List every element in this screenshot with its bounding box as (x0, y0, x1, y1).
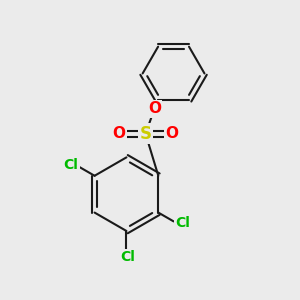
Text: O: O (166, 126, 178, 141)
Text: S: S (140, 125, 152, 143)
Text: Cl: Cl (175, 216, 190, 230)
Text: O: O (148, 101, 161, 116)
Text: Cl: Cl (64, 158, 79, 172)
Text: O: O (112, 126, 126, 141)
Text: Cl: Cl (121, 250, 135, 264)
